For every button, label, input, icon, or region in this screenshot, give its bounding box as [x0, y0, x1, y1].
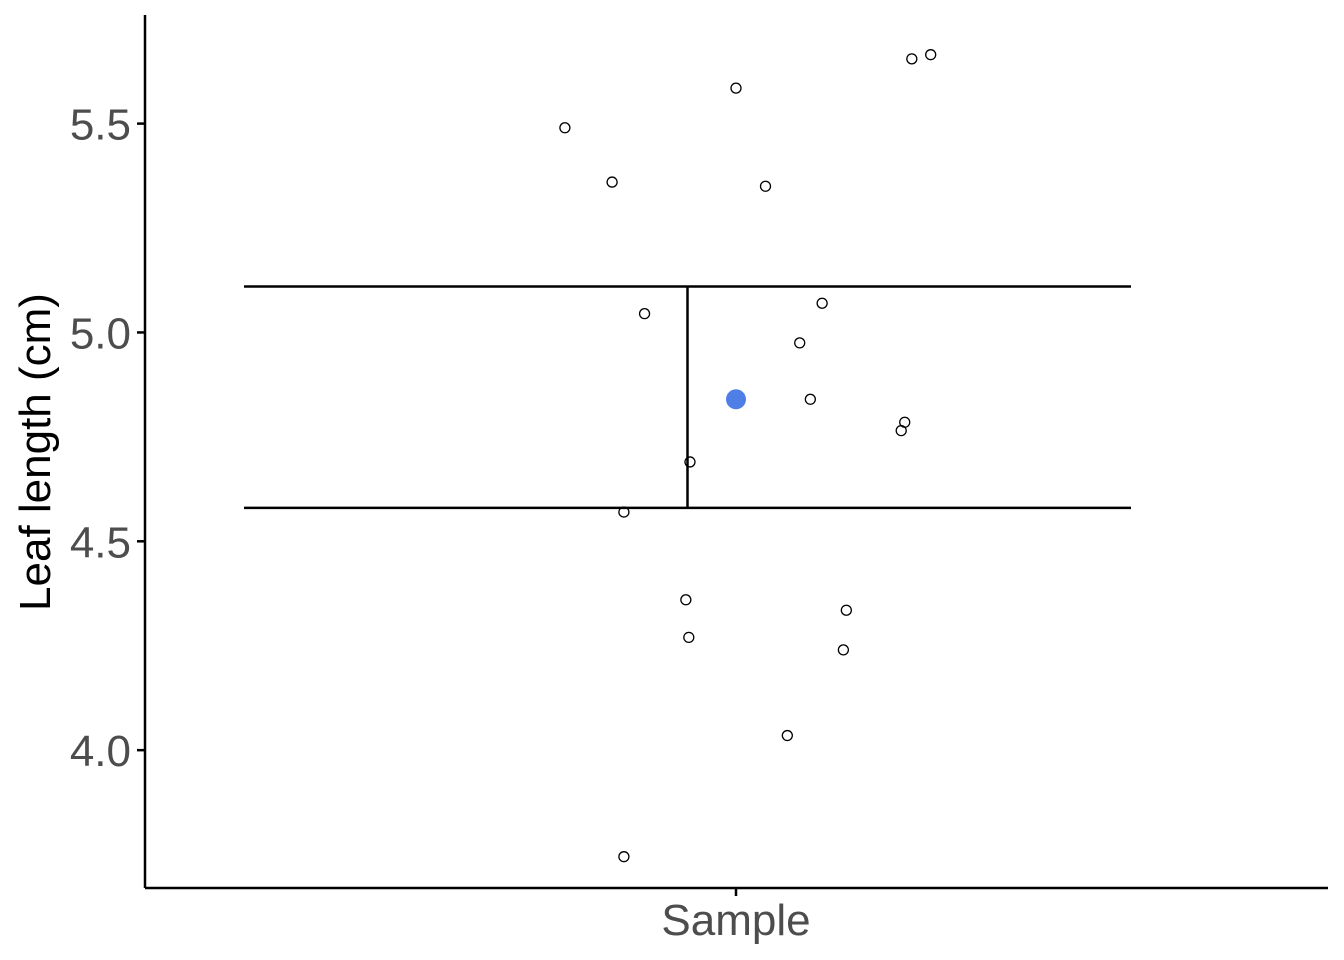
y-tick-label: 4.0	[70, 727, 131, 776]
x-ticks: Sample	[661, 888, 811, 945]
y-ticks: 4.0 4.5 5.0 5.5	[70, 101, 145, 776]
data-point	[618, 851, 630, 863]
data-point	[781, 729, 793, 742]
data-point	[899, 416, 911, 428]
data-point	[906, 53, 918, 65]
data-point	[816, 297, 828, 309]
data-point	[680, 594, 692, 606]
y-tick-label: 5.5	[70, 101, 131, 150]
data-point	[730, 82, 742, 94]
y-tick-label: 5.0	[70, 309, 131, 358]
data-point	[618, 506, 630, 518]
data-point	[804, 393, 816, 405]
data-point	[759, 180, 772, 192]
data-point	[638, 308, 651, 320]
data-point	[683, 631, 695, 644]
mean-point	[726, 389, 746, 410]
data-point	[794, 337, 806, 349]
data-point	[606, 176, 618, 188]
data-point	[559, 122, 571, 134]
plot-marks	[244, 49, 1131, 863]
data-point	[684, 456, 696, 468]
x-tick-label: Sample	[661, 896, 810, 945]
data-point	[837, 644, 850, 656]
y-axis-title: Leaf length (cm)	[11, 293, 60, 611]
data-point	[840, 604, 852, 616]
y-tick-label: 4.5	[70, 518, 131, 567]
data-point	[925, 49, 937, 61]
